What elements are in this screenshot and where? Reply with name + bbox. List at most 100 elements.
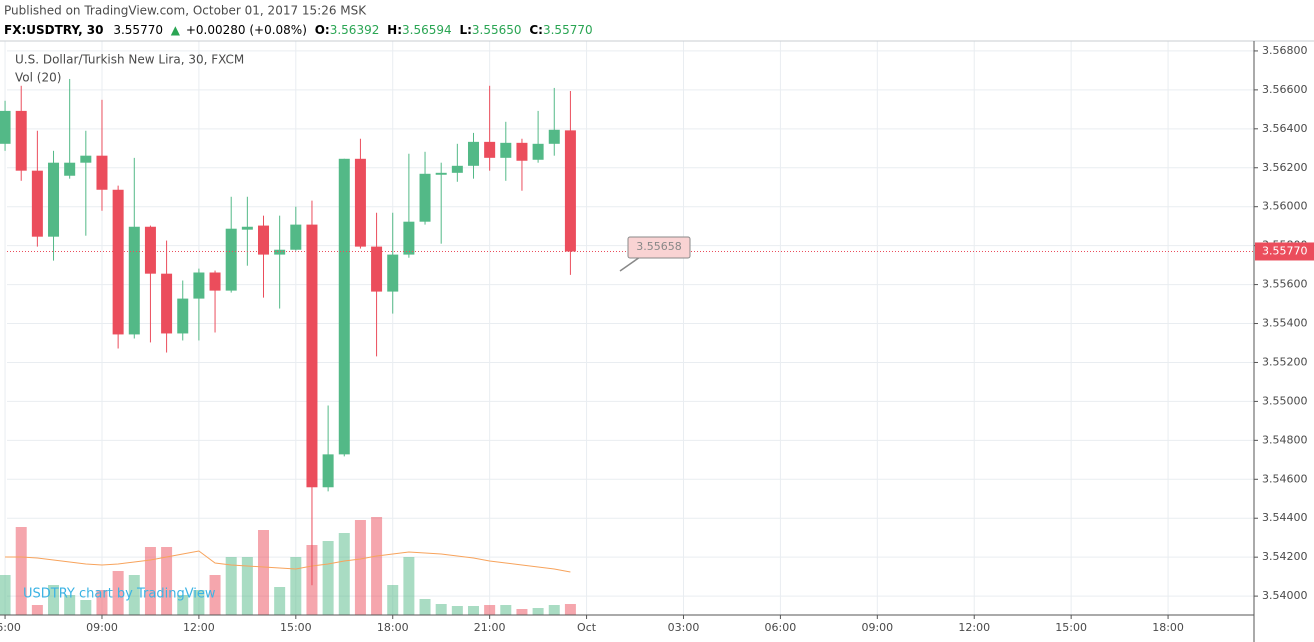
x-tick-label: 12:00	[958, 621, 990, 634]
y-tick-label: 3.56600	[1262, 83, 1308, 96]
y-tick-label: 3.56000	[1262, 200, 1308, 213]
volume-bar	[435, 604, 447, 615]
y-tick-label: 3.55200	[1262, 355, 1308, 368]
x-tick-label: Oct	[577, 621, 597, 634]
c-label: C:	[529, 23, 543, 37]
candle-body	[193, 272, 205, 299]
volume-bar	[548, 605, 560, 615]
y-tick-label: 3.54000	[1262, 589, 1308, 602]
candle-body	[548, 129, 560, 144]
candle-body	[64, 162, 76, 176]
candle-body	[209, 272, 221, 291]
candle-body	[80, 155, 92, 163]
x-tick-label: 06:00	[765, 621, 797, 634]
change: +0.00280 (+0.08%)	[186, 23, 307, 37]
candle-body	[371, 246, 383, 292]
candle-body	[0, 110, 11, 144]
volume-bar	[484, 605, 496, 615]
candle-body	[225, 228, 237, 291]
volume-bar	[48, 585, 60, 615]
candle-body	[31, 170, 43, 237]
volume-bar	[338, 533, 350, 615]
volume-bar	[241, 557, 253, 615]
candle-body	[322, 454, 334, 488]
candle-body	[241, 226, 253, 230]
volume-bar	[31, 605, 43, 615]
volume-bar	[387, 585, 399, 615]
l-value: 3.55650	[472, 23, 522, 37]
volume-bar	[322, 541, 334, 615]
y-tick-label: 3.56400	[1262, 122, 1308, 135]
last: 3.55770	[113, 23, 163, 37]
x-tick-label: 18:00	[1152, 621, 1184, 634]
o-value: 3.56392	[330, 23, 380, 37]
candle-body	[128, 226, 140, 335]
volume-bar	[290, 557, 302, 615]
volume-label: Vol (20)	[15, 71, 61, 85]
callout-pointer	[619, 256, 641, 272]
candle-body	[15, 110, 27, 171]
volume-bar	[532, 608, 544, 615]
last-price-label: 3.55770	[1262, 244, 1308, 257]
volume-ma	[5, 550, 571, 573]
candle-body	[144, 226, 156, 274]
y-tick-label: 3.55600	[1262, 278, 1308, 291]
x-tick-label: 18:00	[377, 621, 409, 634]
x-tick-label: 06:00	[0, 621, 21, 634]
y-tick-label: 3.54600	[1262, 472, 1308, 485]
y-tick-label: 3.56800	[1262, 44, 1308, 57]
h-label: H:	[387, 23, 402, 37]
ohlc-line: FX:USDTRY, 30 3.55770 ▲ +0.00280 (+0.08%…	[4, 23, 593, 37]
chart-title: U.S. Dollar/Turkish New Lira, 30, FXCM	[15, 53, 244, 67]
volume-bar	[161, 547, 173, 615]
c-value: 3.55770	[543, 23, 593, 37]
volume-bar	[516, 609, 528, 615]
candle-body	[354, 158, 366, 247]
candle-body	[403, 221, 415, 255]
arrow: ▲	[171, 23, 181, 37]
candle-body	[177, 298, 189, 334]
o-label: O:	[315, 23, 330, 37]
volume-bar	[80, 600, 92, 615]
volume-bar	[371, 517, 383, 615]
volume-bar	[144, 547, 156, 615]
callout-text: 3.55658	[636, 240, 682, 253]
x-tick-label: 09:00	[86, 621, 118, 634]
candle-body	[258, 225, 270, 255]
volume-bar	[0, 575, 11, 615]
volume-bar	[225, 557, 237, 615]
candle-body	[274, 249, 286, 255]
y-tick-label: 3.55400	[1262, 317, 1308, 330]
x-tick-label: 15:00	[280, 621, 312, 634]
x-tick-label: 12:00	[183, 621, 215, 634]
volume-bar	[209, 575, 221, 615]
volume-bar	[177, 595, 189, 615]
volume-bar	[467, 606, 479, 615]
candle-body	[48, 162, 60, 237]
last-price-box	[1255, 242, 1314, 261]
volume-bar	[500, 605, 512, 615]
volume-bar	[403, 557, 415, 615]
y-tick-label: 3.54800	[1262, 433, 1308, 446]
volume-bar	[274, 587, 286, 615]
volume-bar	[128, 575, 140, 615]
volume-bar	[564, 604, 576, 615]
candle-body	[435, 172, 447, 175]
x-tick-label: 03:00	[668, 621, 700, 634]
l-label: L:	[459, 23, 471, 37]
symbol: FX:USDTRY, 30	[4, 23, 104, 37]
x-tick-label: 09:00	[861, 621, 893, 634]
y-tick-label: 3.55000	[1262, 394, 1308, 407]
callout-box	[627, 236, 691, 259]
y-tick-label: 3.54200	[1262, 550, 1308, 563]
volume-bar	[354, 520, 366, 615]
volume-bar	[64, 595, 76, 615]
y-tick-label: 3.56200	[1262, 161, 1308, 174]
candle-body	[532, 143, 544, 160]
x-tick-label: 15:00	[1055, 621, 1087, 634]
candle-body	[387, 254, 399, 292]
candle-body	[96, 155, 108, 190]
published: Published on TradingView.com, October 01…	[4, 4, 367, 18]
